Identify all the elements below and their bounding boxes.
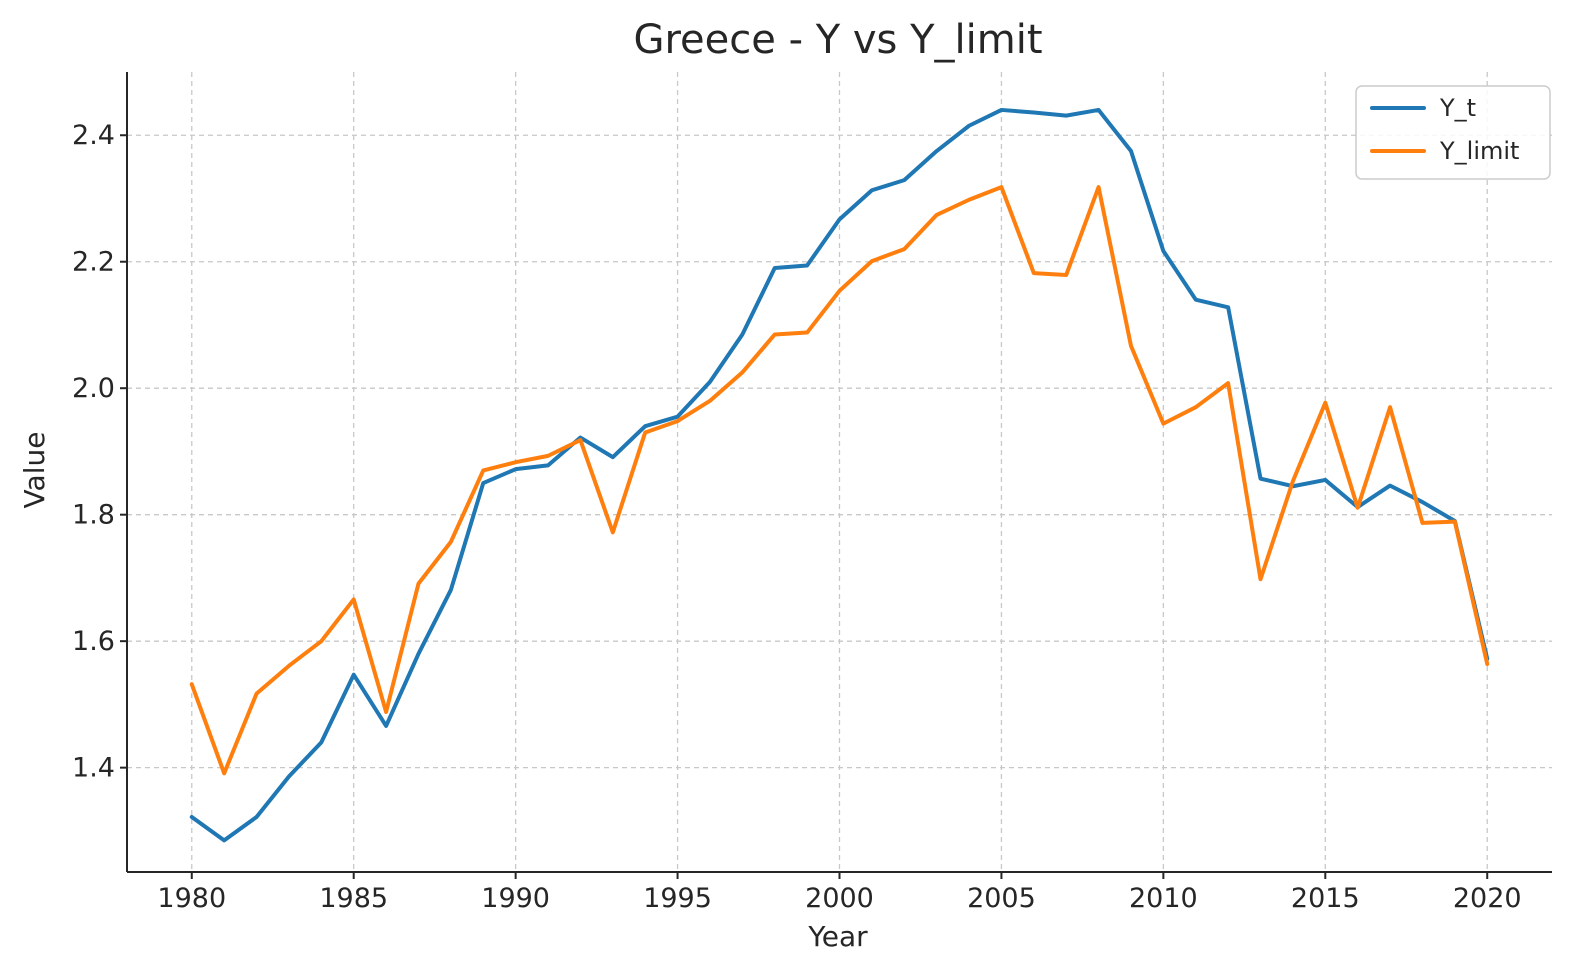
y-tick-label: 1.6 [72, 626, 115, 657]
series-line-y-t [189, 107, 1490, 843]
x-tick-label: 2020 [1453, 883, 1522, 914]
x-tick-label: 1990 [481, 883, 550, 914]
y-axis-title: Value [18, 432, 51, 509]
x-tick-label: 2005 [967, 883, 1036, 914]
ticks: 1980 1985 1990 1995 2000 2005 2010 2015 2020 1.4 1… [72, 120, 1522, 914]
y-tick-label: 1.8 [72, 500, 115, 531]
x-tick-label: 1980 [157, 883, 226, 914]
y-tick-label: 1.4 [72, 753, 115, 784]
grid [127, 72, 1552, 872]
chart-title: Greece - Y vs Y_limit [633, 17, 1042, 63]
x-tick-label: 2000 [805, 883, 874, 914]
y-tick-label: 2.2 [72, 247, 115, 278]
series-line-y-limit [189, 185, 1490, 776]
series-lines [189, 107, 1490, 843]
x-tick-label: 1985 [319, 883, 388, 914]
x-tick-label: 1995 [643, 883, 712, 914]
x-tick-label: 2010 [1129, 883, 1198, 914]
legend-label-y-limit: Y_limit [1439, 137, 1519, 165]
legend-label-y-t: Y_t [1439, 94, 1476, 122]
legend: Y_t Y_limit [1355, 85, 1551, 180]
y-tick-label: 2.4 [72, 120, 115, 151]
x-tick-label: 2015 [1291, 883, 1360, 914]
y-tick-label: 2.0 [72, 373, 115, 404]
x-axis-title: Year [807, 920, 868, 953]
